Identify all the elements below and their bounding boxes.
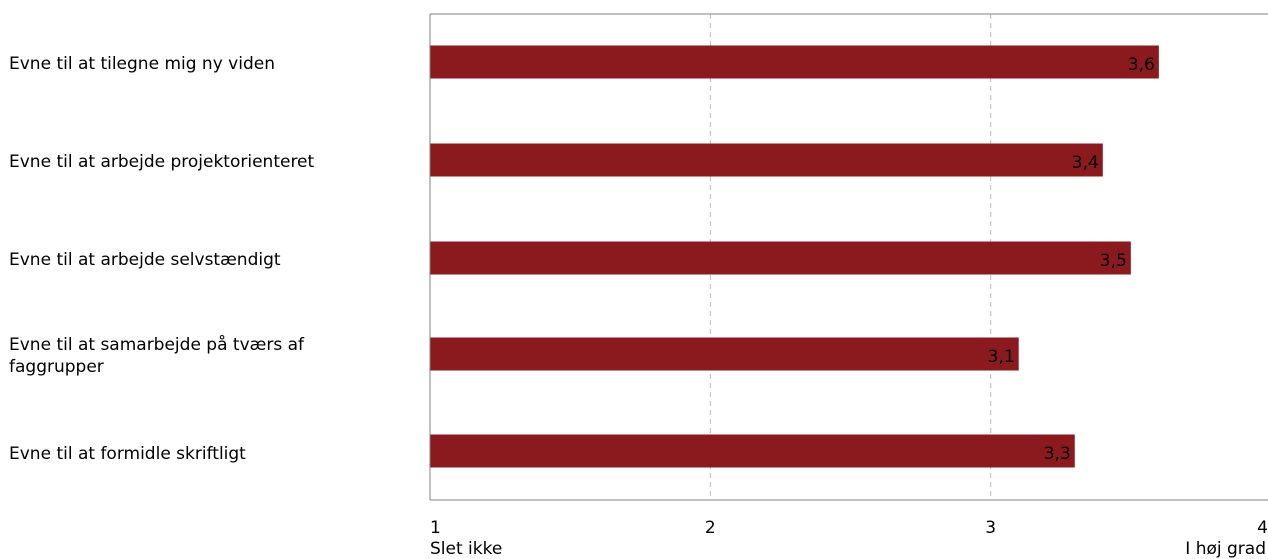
bar — [430, 434, 1075, 468]
value-label: 3,5 — [1100, 251, 1127, 271]
value-label: 3,4 — [1072, 153, 1099, 173]
value-label: 3,6 — [1128, 55, 1155, 75]
bars — [430, 45, 1159, 468]
value-labels: 3,6 3,4 3,5 3,1 3,3 — [988, 55, 1155, 464]
x-max-label: I høj grad — [1185, 539, 1266, 559]
x-tick-label: 4 — [1257, 518, 1268, 538]
axes — [429, 13, 1268, 501]
bar — [430, 45, 1159, 79]
bar — [430, 337, 1019, 371]
value-label: 3,1 — [988, 347, 1015, 367]
x-tick-label: 2 — [705, 518, 716, 538]
x-tick-label: 3 — [985, 518, 996, 538]
category-label: Evne til at formidle skriftligt — [9, 444, 246, 464]
bar — [430, 241, 1131, 275]
x-tick-label: 1 — [430, 518, 441, 538]
category-label: Evne til at arbejde projektorienteret — [9, 152, 315, 172]
x-min-label: Slet ikke — [430, 539, 502, 559]
category-label: Evne til at tilegne mig ny viden — [9, 54, 275, 74]
value-label: 3,3 — [1044, 444, 1071, 464]
tick-labels: 1 2 3 4 Slet ikke I høj grad — [430, 518, 1268, 559]
category-label: Evne til at samarbejde på tværs af faggr… — [9, 335, 304, 377]
category-label: Evne til at arbejde selvstændigt — [9, 250, 281, 270]
bar — [430, 143, 1103, 177]
